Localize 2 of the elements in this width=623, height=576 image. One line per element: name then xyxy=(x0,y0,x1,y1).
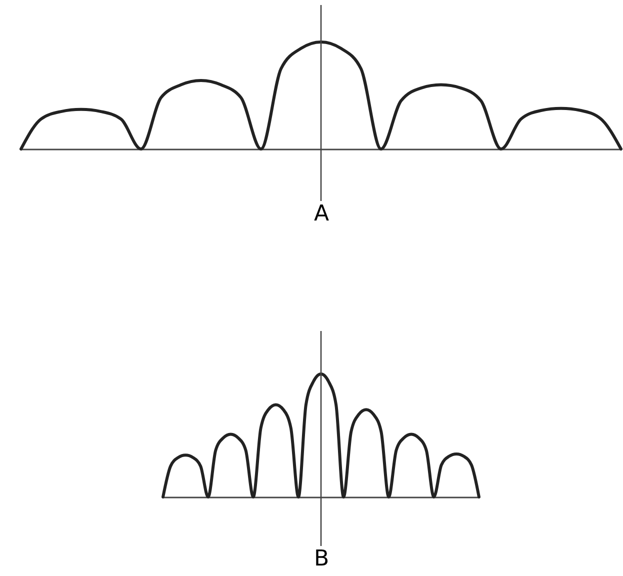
x-axis-title: A xyxy=(314,202,330,226)
x-axis-title: B xyxy=(314,546,330,572)
